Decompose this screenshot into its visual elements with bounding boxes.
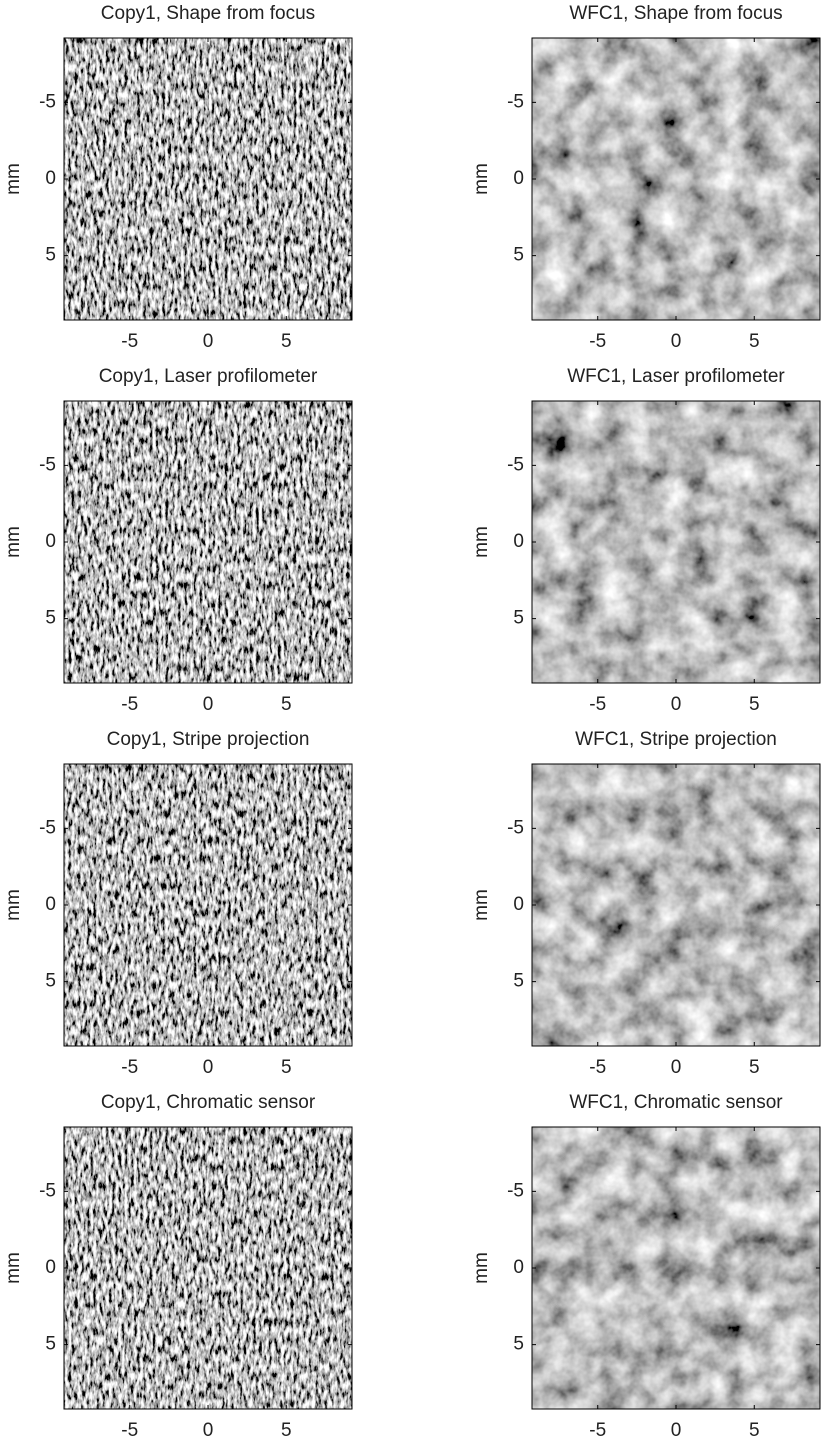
x-tick-label: 0	[203, 331, 214, 352]
x-tick-label: -5	[589, 1057, 606, 1078]
panel-title: WFC1, Stripe projection	[575, 729, 777, 750]
y-tick-label: -5	[507, 454, 524, 475]
x-tick-label: 5	[749, 694, 760, 715]
y-axis-label: mm	[471, 526, 492, 558]
surface-image	[64, 401, 352, 683]
panel-title: Copy1, Stripe projection	[107, 729, 310, 750]
y-tick-label: -5	[39, 91, 56, 112]
y-tick-label: -5	[39, 454, 56, 475]
y-tick-label: 5	[513, 245, 524, 266]
y-tick-label: -5	[507, 1180, 524, 1201]
panel-title: WFC1, Shape from focus	[569, 3, 782, 24]
surface-image	[532, 764, 820, 1046]
surface-image	[64, 764, 352, 1046]
panel-title: Copy1, Chromatic sensor	[101, 1092, 316, 1113]
x-tick-label: 0	[671, 1420, 682, 1441]
y-tick-label: 5	[45, 971, 56, 992]
y-tick-label: 5	[513, 971, 524, 992]
x-tick-label: -5	[589, 1420, 606, 1441]
y-tick-label: 0	[45, 894, 56, 915]
y-tick-label: 5	[45, 245, 56, 266]
panel-title: WFC1, Chromatic sensor	[569, 1092, 783, 1113]
surface-image	[532, 38, 820, 320]
x-tick-label: -5	[121, 1420, 138, 1441]
surface-image	[532, 1127, 820, 1409]
y-tick-label: 0	[45, 531, 56, 552]
x-tick-label: -5	[121, 1057, 138, 1078]
y-tick-label: 0	[45, 168, 56, 189]
y-tick-label: 5	[45, 608, 56, 629]
surface-image	[64, 38, 352, 320]
x-tick-label: 5	[281, 694, 292, 715]
x-tick-label: 0	[203, 1420, 214, 1441]
x-tick-label: -5	[121, 331, 138, 352]
y-tick-label: 0	[513, 1257, 524, 1278]
x-tick-label: 5	[281, 1057, 292, 1078]
y-axis-label: mm	[471, 1252, 492, 1284]
y-axis-label: mm	[471, 163, 492, 195]
x-tick-label: 0	[203, 694, 214, 715]
y-tick-label: -5	[39, 1180, 56, 1201]
x-tick-label: 0	[671, 694, 682, 715]
x-tick-label: -5	[121, 694, 138, 715]
y-axis-label: mm	[3, 526, 24, 558]
y-tick-label: 0	[513, 531, 524, 552]
surface-image	[64, 1127, 352, 1409]
panel-title: WFC1, Laser profilometer	[567, 366, 785, 387]
x-tick-label: 0	[203, 1057, 214, 1078]
x-tick-label: 0	[671, 331, 682, 352]
y-axis-label: mm	[471, 889, 492, 921]
y-axis-label: mm	[3, 889, 24, 921]
x-tick-label: 5	[749, 1420, 760, 1441]
y-tick-label: 5	[513, 608, 524, 629]
x-tick-label: 0	[671, 1057, 682, 1078]
y-axis-label: mm	[3, 1252, 24, 1284]
x-tick-label: 5	[281, 331, 292, 352]
x-tick-label: -5	[589, 694, 606, 715]
surface-image	[532, 401, 820, 683]
y-axis-label: mm	[3, 163, 24, 195]
y-tick-label: 0	[513, 168, 524, 189]
y-tick-label: 0	[45, 1257, 56, 1278]
x-tick-label: -5	[589, 331, 606, 352]
y-tick-label: -5	[507, 91, 524, 112]
y-tick-label: 5	[513, 1334, 524, 1355]
x-tick-label: 5	[749, 1057, 760, 1078]
y-tick-label: 0	[513, 894, 524, 915]
x-tick-label: 5	[749, 331, 760, 352]
panel-title: Copy1, Laser profilometer	[99, 366, 318, 387]
y-tick-label: -5	[507, 817, 524, 838]
x-tick-label: 5	[281, 1420, 292, 1441]
panel-title: Copy1, Shape from focus	[101, 3, 315, 24]
y-tick-label: 5	[45, 1334, 56, 1355]
y-tick-label: -5	[39, 817, 56, 838]
